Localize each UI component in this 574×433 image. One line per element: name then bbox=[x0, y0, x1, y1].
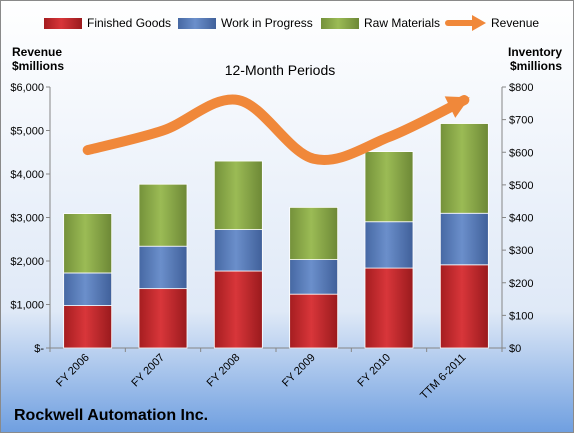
bar-finished-goods bbox=[138, 288, 188, 349]
bar-finished-goods bbox=[213, 270, 263, 349]
right-tick-label: $300 bbox=[509, 245, 533, 257]
chart-subtitle: 12-Month Periods bbox=[225, 62, 336, 78]
bar-work-in-progress bbox=[289, 259, 339, 295]
left-tick-label: $- bbox=[34, 343, 44, 355]
left-tick-label: $3,000 bbox=[10, 213, 44, 225]
right-tick-label: $200 bbox=[509, 278, 533, 290]
right-tick-label: $500 bbox=[509, 180, 533, 192]
right-tick-label: $100 bbox=[509, 310, 533, 322]
bar-raw-materials bbox=[213, 160, 263, 230]
bar-work-in-progress bbox=[364, 221, 414, 269]
bar-work-in-progress bbox=[138, 245, 188, 290]
right-tick-label: $400 bbox=[509, 213, 533, 225]
plot-area: $- $1,000 $2,000 $3,000 $4,000 $5,000 $6,000 $0… bbox=[10, 82, 533, 402]
right-tick-label: $0 bbox=[509, 343, 521, 355]
left-tick-label: $4,000 bbox=[10, 169, 44, 181]
legend-label: Raw Materials bbox=[364, 16, 440, 30]
revenue-line bbox=[82, 94, 470, 165]
bar-work-in-progress bbox=[439, 212, 489, 266]
legend-label: Revenue bbox=[491, 16, 539, 30]
bar-raw-materials bbox=[439, 123, 489, 214]
legend: Finished Goods Work in Progress Raw Materi… bbox=[44, 15, 539, 31]
right-axis-title-line1: Inventory bbox=[508, 45, 562, 59]
legend-label: Finished Goods bbox=[87, 16, 171, 30]
bar-work-in-progress bbox=[213, 229, 263, 272]
bar-finished-goods bbox=[439, 264, 489, 349]
legend-label: Work in Progress bbox=[221, 16, 313, 30]
revenue-line-arrowhead bbox=[444, 96, 470, 118]
right-axis-title-line2: $millions bbox=[510, 59, 562, 73]
right-tick-label: $800 bbox=[509, 82, 533, 94]
bar-work-in-progress bbox=[63, 272, 113, 306]
left-tick-label: $1,000 bbox=[10, 300, 44, 312]
legend-swatch-finished-goods bbox=[44, 18, 82, 29]
right-tick-label: $600 bbox=[509, 147, 533, 159]
left-tick-label: $6,000 bbox=[10, 82, 44, 94]
legend-swatch-work-in-progress bbox=[178, 18, 216, 29]
left-axis-title-line1: Revenue bbox=[12, 45, 62, 59]
legend-swatch-raw-materials bbox=[321, 18, 359, 29]
left-tick-label: $2,000 bbox=[10, 256, 44, 268]
bar-raw-materials bbox=[289, 206, 339, 260]
bar-raw-materials bbox=[138, 183, 188, 247]
bar-raw-materials bbox=[63, 213, 113, 274]
left-tick-label: $5,000 bbox=[10, 126, 44, 138]
bar-finished-goods bbox=[289, 293, 339, 349]
bar-finished-goods bbox=[364, 267, 414, 349]
company-name: Rockwell Automation Inc. bbox=[14, 407, 208, 424]
right-tick-label: $700 bbox=[509, 115, 533, 127]
bar-raw-materials bbox=[364, 151, 414, 223]
left-axis-title-line2: $millions bbox=[12, 59, 64, 73]
bar-finished-goods bbox=[63, 305, 113, 349]
legend-swatch-revenue-arrowhead bbox=[472, 15, 486, 31]
